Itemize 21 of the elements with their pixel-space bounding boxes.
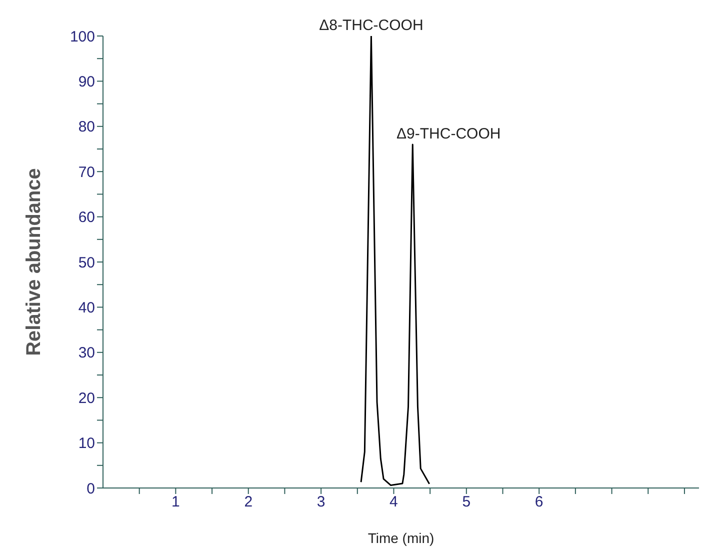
y-tick-label: 70 [78,164,95,181]
y-tick-label: 90 [78,74,95,91]
y-axis-title: Relative abundance [23,168,46,356]
x-tick-label: 6 [534,494,544,511]
x-tick-label: 5 [462,494,471,511]
y-tick-label: 10 [78,435,95,452]
annotation: Δ8-THC-COOH [319,17,424,34]
x-tick-label: 3 [316,494,326,511]
y-tick-label: 100 [70,28,95,46]
y-tick-label: 30 [78,344,95,362]
y-tick-label: 0 [86,480,95,498]
x-tick-label: 1 [172,494,180,511]
annotation: Δ9-THC-COOH [396,125,501,142]
y-tick-label: 50 [78,254,95,272]
y-tick-label: 40 [78,300,95,317]
x-tick-label: 2 [244,494,253,511]
x-tick-label: 4 [390,494,398,511]
y-tick-label: 20 [78,390,95,407]
y-tick-label: 60 [78,209,95,226]
x-axis-title: Time (min) [368,530,434,546]
y-tick-label: 80 [78,118,95,136]
